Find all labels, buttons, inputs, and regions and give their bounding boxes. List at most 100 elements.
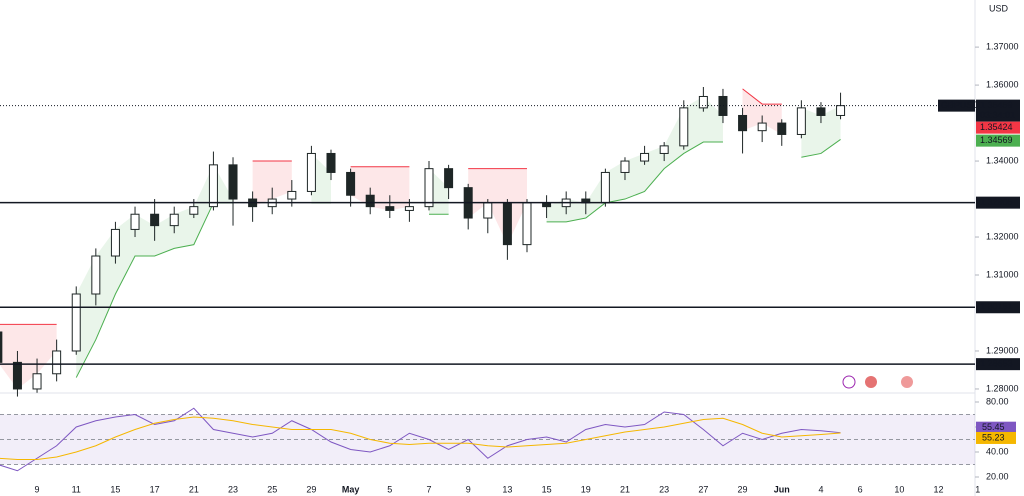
icon [842,375,856,389]
trend-fill [311,153,332,203]
candle-body [777,122,787,135]
candle-body [659,145,669,154]
candle-body [12,361,22,390]
trend-label-bg [976,121,1020,134]
trend-fill [546,96,723,222]
y-tick-label: 1.37000 [986,41,1019,51]
rsi-y-tick-label: 80.00 [986,396,1009,406]
y-tick-label: 1.34000 [986,155,1019,165]
trend-line [742,88,782,105]
level-label: 1.32905 [980,197,1013,207]
candle-body [189,206,199,215]
level-label-bg [976,301,1020,314]
x-tick-label: 1 [975,484,980,494]
x-tick-label: 25 [267,484,277,494]
candle-body [169,213,179,227]
trend-fill [742,88,782,135]
trend-fill [350,166,410,211]
x-tick-label: 5 [387,484,392,494]
y-tick-label: 1.28000 [986,383,1019,393]
x-tick-label: May [342,484,360,494]
candle-body [404,206,414,211]
x-tick-label: 15 [542,484,552,494]
x-tick-label: 6 [858,484,863,494]
x-tick-label: 21 [620,484,630,494]
candle-body [620,160,630,173]
candle-body [150,213,160,227]
x-tick-label: 7 [426,484,431,494]
x-tick-label: 29 [738,484,748,494]
candle-body [679,107,689,147]
trend-label-bg [976,134,1020,147]
trend-fill [252,161,292,207]
x-tick-label: 4 [818,484,823,494]
x-tick-label: 23 [228,484,238,494]
candle-body [32,373,42,390]
x-tick-label: 9 [35,484,40,494]
rsi-line [0,416,841,460]
level-label: 1.28653 [980,359,1013,369]
candle-body [91,255,101,295]
candle-body [816,107,826,116]
rsi-value-bg [976,421,1016,434]
x-tick-label: 9 [466,484,471,494]
level-label: 1.30151 [980,302,1013,312]
candle-body [0,331,3,363]
candle-body [208,164,218,208]
trend-fill [468,168,527,245]
trend-line [801,139,841,158]
trend-fill [801,105,841,158]
rsi-line [0,407,841,472]
x-tick-label: 19 [581,484,591,494]
x-tick-label: 12 [934,484,944,494]
candle-body [698,95,708,109]
x-tick-label: 21 [189,484,199,494]
last-price-label: 1.35459 [980,100,1013,110]
trend-line [546,141,723,223]
y-tick-label: 1.32000 [986,231,1019,241]
x-tick-label: 13 [502,484,512,494]
candle-body [346,171,356,196]
candle-body [836,105,846,116]
last-price-bg [976,99,1020,122]
candle-body [640,152,650,162]
candle-body [502,202,512,246]
symbol-label: GBPUSD [941,100,980,110]
trend-line [75,202,234,378]
candle-body [326,152,336,173]
level-label-bg [976,196,1020,209]
candle-body [110,228,120,257]
candle-body [757,122,767,132]
candle-body [444,168,454,189]
rsi-value-label: 55.45 [982,422,1005,432]
y-tick-label: 1.31000 [986,269,1019,279]
x-tick-label: Jun [774,484,790,494]
candle-body [365,194,375,208]
candle-body [796,107,806,135]
candle-body [130,213,140,230]
trend-label: 1.34569 [980,135,1013,145]
candle-body [424,168,434,208]
currency: USD [989,3,1009,13]
x-tick-label: 15 [110,484,120,494]
candle-body [483,202,493,219]
level-label-bg [976,358,1020,371]
candle-body [306,152,316,192]
x-tick-label: 17 [150,484,160,494]
y-tick-label: 1.36000 [986,79,1019,89]
rsi-y-tick-label: 40.00 [986,446,1009,456]
x-tick-label: 27 [698,484,708,494]
candle-body [385,206,395,211]
y-tick-label: 1.29000 [986,345,1019,355]
x-tick-label: 10 [894,484,904,494]
x-tick-label: 23 [659,484,669,494]
x-tick-label: 11 [72,484,81,494]
icon [901,376,913,388]
rsi-value-label: 55.23 [982,432,1005,442]
candle-body [287,190,297,200]
candle-body [522,202,532,246]
x-tick-label: 29 [306,484,316,494]
candle-body [738,114,748,132]
